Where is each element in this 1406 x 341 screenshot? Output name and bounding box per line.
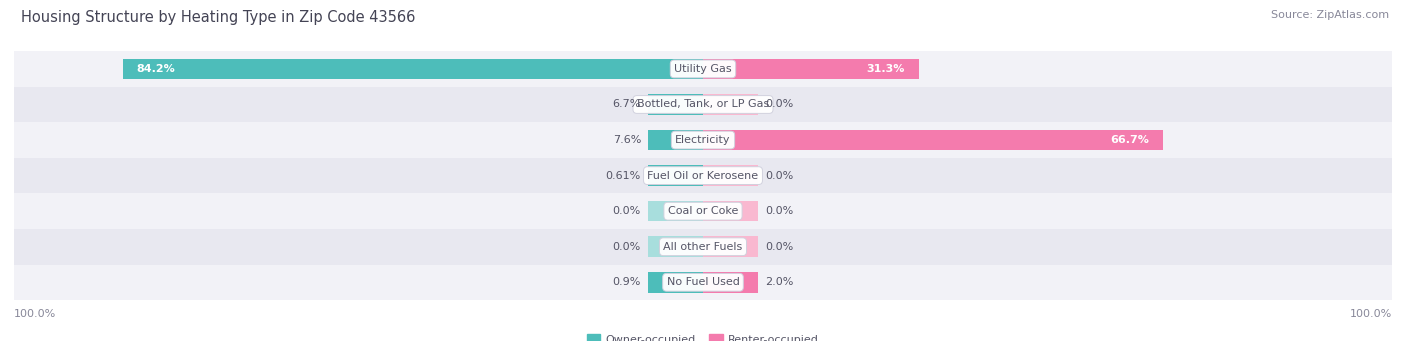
Text: 66.7%: 66.7%: [1109, 135, 1149, 145]
Text: 100.0%: 100.0%: [14, 309, 56, 319]
Text: 6.7%: 6.7%: [613, 100, 641, 109]
Bar: [648, 272, 703, 293]
Text: 0.0%: 0.0%: [765, 100, 793, 109]
Bar: [122, 59, 703, 79]
Text: No Fuel Used: No Fuel Used: [666, 277, 740, 287]
Text: Electricity: Electricity: [675, 135, 731, 145]
Text: 0.0%: 0.0%: [613, 242, 641, 252]
Text: Fuel Oil or Kerosene: Fuel Oil or Kerosene: [647, 170, 759, 181]
Bar: [14, 51, 1392, 87]
Bar: [703, 272, 758, 293]
Bar: [648, 165, 703, 186]
Bar: [14, 265, 1392, 300]
Text: 7.6%: 7.6%: [613, 135, 641, 145]
Text: 0.0%: 0.0%: [765, 206, 793, 216]
Bar: [648, 236, 703, 257]
Legend: Owner-occupied, Renter-occupied: Owner-occupied, Renter-occupied: [582, 330, 824, 341]
Bar: [703, 59, 918, 79]
Text: 0.0%: 0.0%: [613, 206, 641, 216]
Text: Source: ZipAtlas.com: Source: ZipAtlas.com: [1271, 10, 1389, 20]
Text: 0.61%: 0.61%: [606, 170, 641, 181]
Text: 0.9%: 0.9%: [613, 277, 641, 287]
Bar: [703, 201, 758, 222]
Text: 100.0%: 100.0%: [1350, 309, 1392, 319]
Text: Housing Structure by Heating Type in Zip Code 43566: Housing Structure by Heating Type in Zip…: [21, 10, 415, 25]
Bar: [703, 236, 758, 257]
Bar: [648, 130, 703, 150]
Text: 84.2%: 84.2%: [136, 64, 176, 74]
Bar: [648, 201, 703, 222]
Bar: [703, 165, 758, 186]
Text: 2.0%: 2.0%: [765, 277, 793, 287]
Bar: [14, 158, 1392, 193]
Text: 0.0%: 0.0%: [765, 242, 793, 252]
Text: 0.0%: 0.0%: [765, 170, 793, 181]
Text: All other Fuels: All other Fuels: [664, 242, 742, 252]
Bar: [14, 193, 1392, 229]
Text: 31.3%: 31.3%: [866, 64, 905, 74]
Bar: [703, 130, 1163, 150]
Text: Coal or Coke: Coal or Coke: [668, 206, 738, 216]
Bar: [14, 87, 1392, 122]
Bar: [703, 94, 758, 115]
Text: Bottled, Tank, or LP Gas: Bottled, Tank, or LP Gas: [637, 100, 769, 109]
Bar: [648, 94, 703, 115]
Bar: [14, 122, 1392, 158]
Text: Utility Gas: Utility Gas: [675, 64, 731, 74]
Bar: [14, 229, 1392, 265]
